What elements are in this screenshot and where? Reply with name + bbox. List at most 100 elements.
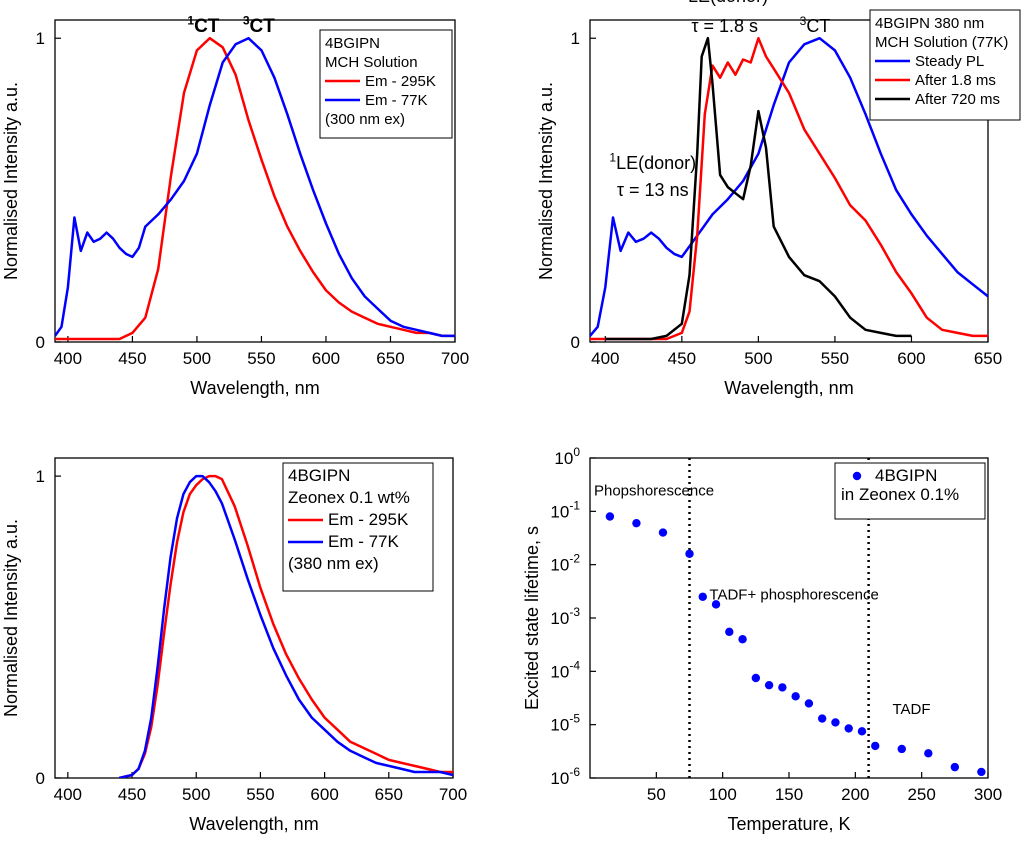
data-point xyxy=(632,518,641,528)
legend-entry: After 720 ms xyxy=(915,91,1000,108)
legend-entry: After 1.8 ms xyxy=(915,72,996,89)
data-point xyxy=(804,699,814,708)
y-tick-exp: -5 xyxy=(569,712,580,726)
panel-bottom-left: 400 450 500 550 600 650 700 0 1 Wavelength, nm Nor… xyxy=(1,457,467,834)
legend-entry: Em - 295K xyxy=(328,510,409,529)
x-tick-label: 300 xyxy=(974,785,1002,804)
data-point xyxy=(831,718,840,727)
series-line-after-1-8-ms xyxy=(590,36,988,341)
annotation-main: CT xyxy=(806,16,830,36)
series-line-em-295k xyxy=(118,474,453,778)
annotation: 1LE(donor) xyxy=(609,151,696,173)
annotation-sup: 3 xyxy=(800,14,807,28)
legend-box xyxy=(869,9,1021,121)
y-tick-label: 1 xyxy=(36,29,45,48)
x-tick-label: 600 xyxy=(897,349,925,368)
x-tick-label: 600 xyxy=(312,349,340,368)
region-label: TADF xyxy=(892,701,930,718)
data-point xyxy=(764,680,774,690)
x-tick-label: 150 xyxy=(775,785,803,804)
legend-entry: Em - 295K xyxy=(365,73,436,90)
x-tick-label: 500 xyxy=(744,349,772,368)
y-tick-label: 10-5 xyxy=(550,712,580,735)
y-tick-base: 10 xyxy=(554,449,573,468)
annotation: τ = 13 ns xyxy=(617,180,689,200)
legend-title: 4BGIPN xyxy=(288,466,350,485)
x-axis-title: Wavelength, nm xyxy=(190,378,319,398)
y-tick-label: 0 xyxy=(36,769,45,788)
data-layer xyxy=(118,474,453,778)
y-tick-exp: -6 xyxy=(569,765,580,779)
legend-title: MCH Solution xyxy=(325,54,418,71)
panel-top-right: 400 450 500 550 600 650 0 1 Wavelength, nm Normal… xyxy=(536,0,1021,398)
series-line-em-295k xyxy=(55,36,455,341)
legend-title: Zeonex 0.1 wt% xyxy=(288,488,410,507)
y-axis-title: Normalised Intensity a.u. xyxy=(1,82,21,280)
data-point xyxy=(817,714,827,723)
data-point xyxy=(698,592,707,601)
legend-title: 4BGIPN xyxy=(325,35,380,52)
x-tick-label: 550 xyxy=(821,349,849,368)
x-tick-label: 650 xyxy=(974,349,1002,368)
y-tick-base: 10 xyxy=(550,662,569,681)
x-tick-label: 700 xyxy=(439,785,467,804)
legend-box xyxy=(282,462,434,592)
y-tick-label: 1 xyxy=(571,29,580,48)
x-tick-label: 400 xyxy=(54,785,82,804)
annotation-main: CT xyxy=(250,16,276,37)
x-tick-label: 50 xyxy=(647,785,666,804)
data-point xyxy=(857,727,867,736)
legend-box xyxy=(834,462,986,520)
annotation: 3LE(donor) xyxy=(681,0,768,6)
data-point xyxy=(738,635,747,644)
y-tick-label: 0 xyxy=(36,333,45,352)
legend-footer: (380 nm ex) xyxy=(288,554,379,573)
annotation-main: LE(donor) xyxy=(616,153,696,173)
data-point xyxy=(778,683,787,692)
legend-footer: (300 nm ex) xyxy=(325,111,405,128)
data-point xyxy=(711,600,721,609)
x-tick-label: 600 xyxy=(310,785,338,804)
data-layer xyxy=(605,458,986,778)
data-point xyxy=(685,549,694,558)
annotation: 1CT xyxy=(187,14,219,38)
x-tick-label: 400 xyxy=(591,349,619,368)
data-point xyxy=(605,512,615,521)
data-point xyxy=(844,724,853,733)
x-tick-label: 550 xyxy=(247,349,275,368)
annotation-main: LE(donor) xyxy=(688,0,768,6)
y-tick-exp: -4 xyxy=(569,658,580,672)
x-tick-label: 500 xyxy=(183,349,211,368)
y-tick-exp: -2 xyxy=(569,552,580,566)
y-tick-base: 10 xyxy=(550,502,569,521)
data-point xyxy=(950,762,960,772)
data-point xyxy=(791,692,800,701)
y-tick-label: 0 xyxy=(571,333,580,352)
y-tick-base: 10 xyxy=(550,556,569,575)
series-line-em-77k xyxy=(55,36,455,338)
legend-entry: Steady PL xyxy=(915,53,984,70)
data-point xyxy=(725,627,734,637)
y-tick-label: 10-2 xyxy=(550,552,580,575)
y-tick-label: 10-3 xyxy=(550,605,580,628)
plot-frame xyxy=(589,19,989,343)
y-tick-base: 10 xyxy=(550,716,569,735)
y-tick-exp: -1 xyxy=(569,498,580,512)
legend-entry: Em - 77K xyxy=(328,532,400,551)
region-label: TADF+ phosphorescence xyxy=(709,587,878,604)
legend-box xyxy=(319,29,453,139)
data-layer xyxy=(55,36,455,341)
series-line-em-77k xyxy=(118,474,453,778)
plot-frame xyxy=(54,457,454,779)
data-point xyxy=(897,744,906,754)
x-tick-label: 450 xyxy=(118,349,146,368)
legend-entry: 4BGIPN xyxy=(875,466,937,485)
annotation-main: CT xyxy=(194,16,220,37)
y-tick-exp: 0 xyxy=(573,445,580,459)
x-tick-label: 400 xyxy=(54,349,82,368)
panel-top-left: 400 450 500 550 600 650 700 0 1 Wavelength, nm Nor… xyxy=(1,14,469,398)
y-axis-title: Normalised Intensity a.u. xyxy=(1,519,21,717)
data-point xyxy=(924,749,933,758)
y-tick-label: 100 xyxy=(554,445,580,468)
data-point xyxy=(658,528,668,537)
